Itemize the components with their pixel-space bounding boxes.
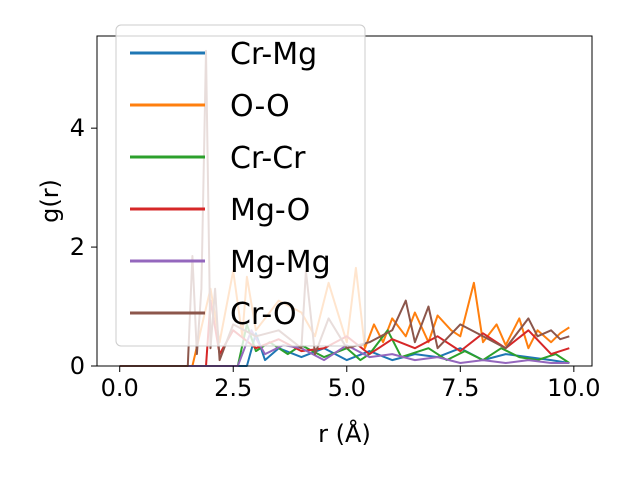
legend-label: O-O <box>230 89 290 124</box>
y-axis: 0 2 4 <box>70 114 97 380</box>
y-tick-label: 4 <box>70 114 85 142</box>
x-tick-label: 10.0 <box>547 374 600 402</box>
x-axis-label: r (Å) <box>318 419 371 448</box>
legend-label: Cr-Mg <box>230 37 317 72</box>
legend: Cr-Mg O-O Cr-Cr Mg-O Mg-Mg Cr-O <box>115 24 366 347</box>
y-axis-label: g(r) <box>36 179 64 223</box>
y-tick-label: 0 <box>70 352 85 380</box>
x-tick-label: 2.5 <box>214 374 252 402</box>
legend-label: Mg-O <box>230 193 310 228</box>
x-tick-label: 0.0 <box>101 374 139 402</box>
series-line-mg-mg <box>119 329 570 367</box>
y-tick-label: 2 <box>70 233 85 261</box>
legend-label: Cr-O <box>230 297 297 332</box>
x-tick-label: 5.0 <box>328 374 366 402</box>
x-axis: 0.0 2.5 5.0 7.5 10.0 <box>101 366 601 402</box>
legend-label: Cr-Cr <box>230 141 306 176</box>
x-tick-label: 7.5 <box>441 374 479 402</box>
legend-label: Mg-Mg <box>230 245 331 280</box>
series-line-cr-cr <box>119 323 570 367</box>
